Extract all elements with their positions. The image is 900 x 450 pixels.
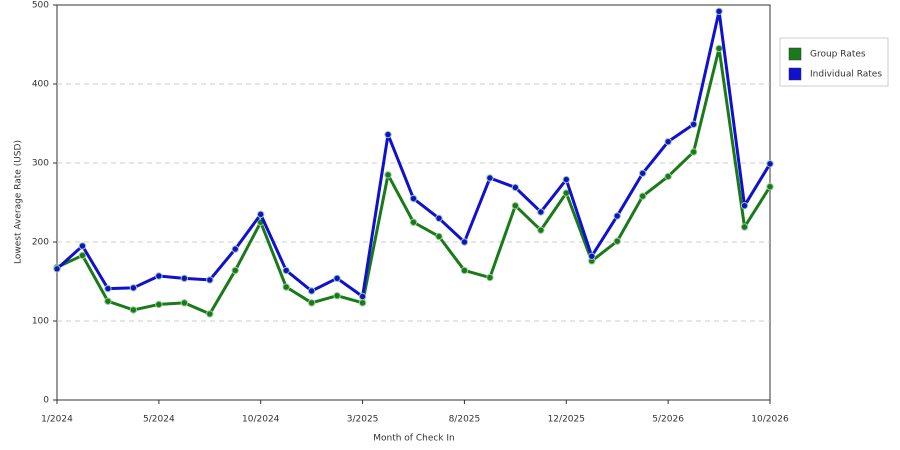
data-point (715, 44, 723, 53)
data-point (740, 201, 749, 210)
y-tick-label: 200 (32, 238, 49, 248)
x-tick-label: 5/2024 (143, 415, 175, 425)
data-point (307, 299, 316, 307)
legend-label: Individual Rates (810, 70, 882, 80)
data-point (384, 171, 392, 179)
data-point (78, 251, 87, 260)
data-point (129, 306, 138, 314)
legend-swatch (788, 47, 802, 61)
data-point (358, 299, 367, 307)
data-point (358, 292, 367, 301)
data-point (257, 210, 265, 219)
y-axis-label: Lowest Average Rate (USD) (14, 140, 24, 264)
y-tick-label: 300 (32, 159, 49, 169)
data-point (231, 245, 239, 253)
data-point (206, 310, 214, 318)
data-point (511, 201, 520, 210)
data-point (129, 284, 138, 292)
x-tick-label: 10/2024 (242, 415, 280, 425)
data-point (689, 120, 698, 128)
data-point (613, 237, 621, 245)
data-point (740, 223, 749, 231)
plot-area (56, 4, 771, 401)
data-point (78, 242, 87, 250)
data-point (384, 130, 392, 139)
data-point (613, 212, 621, 220)
data-point (104, 297, 112, 305)
data-point (537, 226, 545, 234)
data-point (562, 175, 570, 184)
y-tick-label: 500 (32, 1, 49, 11)
y-tick-label: 0 (43, 396, 49, 406)
data-point (231, 266, 239, 275)
data-point (664, 172, 672, 181)
data-point (638, 192, 647, 200)
data-point (766, 183, 774, 191)
data-point (104, 284, 112, 293)
x-tick-label: 10/2026 (751, 415, 789, 425)
data-point (282, 266, 290, 275)
data-point (155, 272, 163, 280)
data-point (511, 183, 520, 192)
x-tick-label: 8/2025 (449, 415, 481, 425)
x-tick-label: 1/2024 (41, 415, 73, 425)
data-point (333, 292, 341, 300)
data-point (180, 274, 189, 283)
data-point (409, 194, 418, 203)
data-point (638, 169, 647, 177)
x-tick-label: 12/2025 (548, 415, 585, 425)
x-tick-label: 5/2026 (652, 415, 684, 425)
data-point (155, 300, 163, 309)
data-point (435, 214, 443, 223)
data-point (409, 218, 418, 226)
data-point (486, 273, 494, 282)
data-point (460, 266, 469, 275)
data-point (180, 299, 189, 307)
data-point (486, 174, 494, 182)
legend-swatch (788, 67, 802, 81)
data-point (53, 265, 61, 273)
x-tick-label: 3/2025 (347, 415, 379, 425)
data-point (537, 208, 545, 216)
data-point (766, 160, 774, 168)
data-point (664, 137, 672, 146)
data-point (282, 283, 290, 291)
y-tick-label: 400 (32, 80, 49, 90)
x-axis-label: Month of Check In (373, 434, 455, 444)
data-point (307, 287, 316, 295)
data-point (460, 238, 469, 246)
data-point (689, 148, 698, 156)
y-tick-label: 100 (32, 317, 49, 327)
data-point (206, 276, 214, 284)
data-point (715, 7, 723, 16)
legend-label: Group Rates (810, 50, 866, 60)
data-point (588, 252, 596, 260)
data-point (333, 274, 341, 283)
data-point (435, 232, 443, 241)
